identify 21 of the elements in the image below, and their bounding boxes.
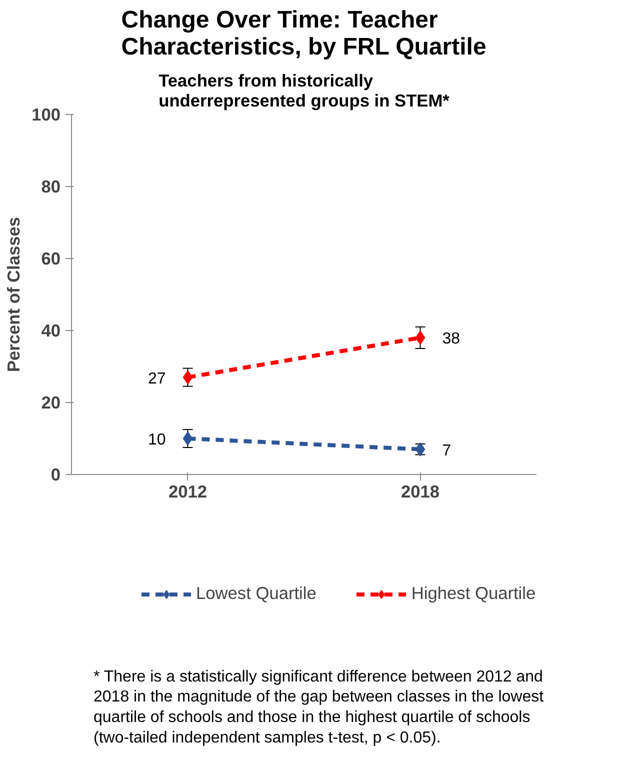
data-label: 38: [442, 330, 460, 348]
y-tick-label: 80: [41, 176, 61, 196]
y-tick-label: 0: [50, 464, 61, 484]
chart-subtitle: Teachers from historically underrepresented groups in STEM*: [158, 70, 450, 110]
y-tick-label: 60: [41, 248, 61, 268]
y-tick-label: 100: [32, 104, 61, 124]
legend-label: Lowest Quartile: [196, 583, 316, 604]
y-tick-label: 40: [41, 320, 61, 340]
text: * There is a statistically significant difference between 2012 and 2018 in the magnitude of the gap between classes in the lowest quartile of schools and those in the highest quartile of schools (two-tailed independent samples t-test, p < 0.05).: [94, 668, 544, 746]
y-tick-label: 20: [41, 392, 61, 412]
data-label: 7: [442, 442, 452, 460]
x-tick-label: 2012: [168, 482, 208, 502]
data-label: 10: [148, 432, 166, 448]
chart-title: Change Over Time: Teacher Characteristics, by FRL Quartile: [121, 6, 486, 60]
point: [182, 432, 193, 446]
point: [415, 330, 426, 345]
data-label: 27: [148, 370, 166, 388]
point: [182, 370, 193, 384]
x-tick-label: 2018: [400, 482, 440, 502]
y-axis-title: Percent of Classes: [4, 216, 24, 372]
legend-label: Highest Quartile: [411, 583, 536, 604]
